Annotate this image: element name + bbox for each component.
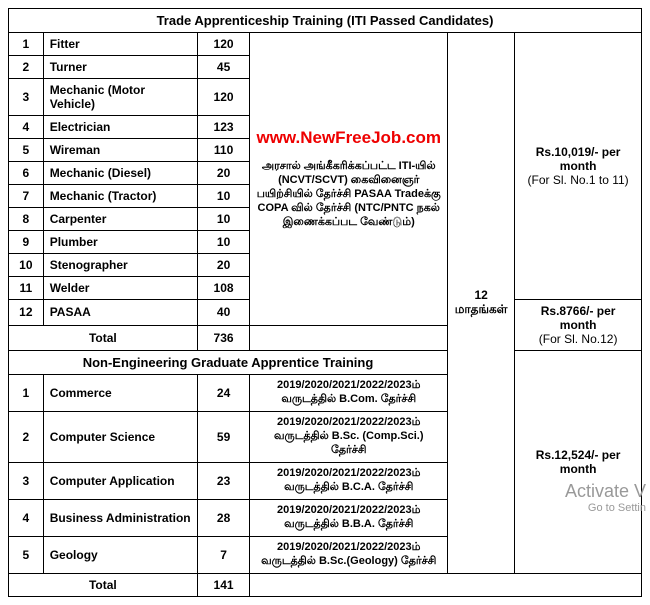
watermark-link[interactable]: www.NewFreeJob.com	[256, 128, 441, 148]
s1-elig-text: அரசால் அங்கீகரிக்கப்பட்ட ITI-யில் (NCVT/…	[256, 160, 441, 230]
s1-r5-vac: 20	[197, 162, 250, 185]
s2-r3-sno: 4	[9, 500, 44, 537]
stipend1: Rs.10,019/- per month (For Sl. No.1 to 1…	[515, 33, 642, 300]
activate-watermark: Activate V Go to Settin	[565, 481, 646, 514]
s1-r5-sno: 6	[9, 162, 44, 185]
s1-r4-sno: 5	[9, 139, 44, 162]
stipend1-amt: Rs.10,019/- per month	[521, 145, 635, 173]
s2-r0-sno: 1	[9, 375, 44, 412]
s2-r1-trade: Computer Science	[43, 412, 197, 463]
s2-total: 141	[197, 574, 250, 597]
s1-r10-sno: 11	[9, 277, 44, 300]
s1-r7-vac: 10	[197, 208, 250, 231]
s2-total-label: Total	[9, 574, 198, 597]
s1-r1-vac: 45	[197, 56, 250, 79]
s1-total: 736	[197, 325, 250, 351]
s1-r7-sno: 8	[9, 208, 44, 231]
s1-r2-sno: 3	[9, 79, 44, 116]
wm-line1: Activate V	[565, 481, 646, 502]
s2-r4-elig: 2019/2020/2021/2022/2023ம் வருடத்தில் B.…	[250, 537, 448, 574]
s2-r1-vac: 59	[197, 412, 250, 463]
stipend1-sub: (For Sl. No.1 to 11)	[521, 173, 635, 187]
s2-r3-elig: 2019/2020/2021/2022/2023ம் வருடத்தில் B.…	[250, 500, 448, 537]
stipend2: Rs.8766/- per month (For Sl. No.12)	[515, 300, 642, 351]
s1-r9-vac: 20	[197, 254, 250, 277]
s1-r11-sno: 12	[9, 300, 44, 326]
s1-r9-sno: 10	[9, 254, 44, 277]
s2-r4-trade: Geology	[43, 537, 197, 574]
training-table: Trade Apprenticeship Training (ITI Passe…	[8, 8, 642, 597]
s1-r9-trade: Stenographer	[43, 254, 197, 277]
s1-r2-vac: 120	[197, 79, 250, 116]
s1-r6-trade: Mechanic (Tractor)	[43, 185, 197, 208]
s2-r2-trade: Computer Application	[43, 463, 197, 500]
wm-line2: Go to Settin	[565, 502, 646, 514]
s1-r4-trade: Wireman	[43, 139, 197, 162]
s1-r3-sno: 4	[9, 116, 44, 139]
s1-r3-vac: 123	[197, 116, 250, 139]
s2-r1-elig: 2019/2020/2021/2022/2023ம் வருடத்தில் B.…	[250, 412, 448, 463]
s2-r0-vac: 24	[197, 375, 250, 412]
s1-r8-vac: 10	[197, 231, 250, 254]
stipend2-amt: Rs.8766/- per month	[521, 304, 635, 332]
s2-r2-vac: 23	[197, 463, 250, 500]
s1-r8-sno: 9	[9, 231, 44, 254]
s1-r6-sno: 7	[9, 185, 44, 208]
s1-r7-trade: Carpenter	[43, 208, 197, 231]
s2-r0-elig: 2019/2020/2021/2022/2023ம் வருடத்தில் B.…	[250, 375, 448, 412]
stipend2-sub: (For Sl. No.12)	[521, 332, 635, 346]
s2-r3-vac: 28	[197, 500, 250, 537]
s2-r4-vac: 7	[197, 537, 250, 574]
s1-r1-trade: Turner	[43, 56, 197, 79]
s2-r3-trade: Business Administration	[43, 500, 197, 537]
s1-r4-vac: 110	[197, 139, 250, 162]
s2-r2-elig: 2019/2020/2021/2022/2023ம் வருடத்தில் B.…	[250, 463, 448, 500]
s1-r0-sno: 1	[9, 33, 44, 56]
s1-r10-trade: Welder	[43, 277, 197, 300]
s1-r11-vac: 40	[197, 300, 250, 326]
s1-r11-trade: PASAA	[43, 300, 197, 326]
s1-r0-trade: Fitter	[43, 33, 197, 56]
s2-r4-sno: 5	[9, 537, 44, 574]
s2-r2-sno: 3	[9, 463, 44, 500]
s1-r10-vac: 108	[197, 277, 250, 300]
section1-title: Trade Apprenticeship Training (ITI Passe…	[9, 9, 642, 33]
s1-r5-trade: Mechanic (Diesel)	[43, 162, 197, 185]
s2-r1-sno: 2	[9, 412, 44, 463]
duration-cell: 12 மாதங்கள்	[448, 33, 515, 574]
s1-r0-vac: 120	[197, 33, 250, 56]
s1-r8-trade: Plumber	[43, 231, 197, 254]
s1-r3-trade: Electrician	[43, 116, 197, 139]
s1-r6-vac: 10	[197, 185, 250, 208]
s1-r1-sno: 2	[9, 56, 44, 79]
stipend3: Rs.12,524/- per month	[515, 351, 642, 574]
s1-total-label: Total	[9, 325, 198, 351]
section2-title: Non-Engineering Graduate Apprentice Trai…	[9, 351, 448, 375]
s1-eligibility: www.NewFreeJob.com அரசால் அங்கீகரிக்கப்ப…	[250, 33, 448, 326]
s1-r2-trade: Mechanic (Motor Vehicle)	[43, 79, 197, 116]
s2-r0-trade: Commerce	[43, 375, 197, 412]
